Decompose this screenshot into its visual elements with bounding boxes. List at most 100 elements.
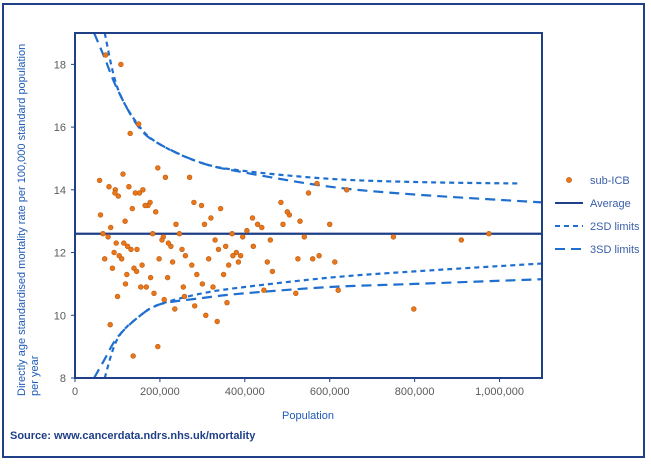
data-point bbox=[156, 256, 162, 262]
data-point bbox=[121, 240, 127, 246]
data-point bbox=[327, 221, 333, 228]
plot-border bbox=[74, 32, 543, 379]
data-point bbox=[229, 231, 235, 237]
data-point bbox=[332, 259, 338, 265]
data-point bbox=[114, 293, 121, 300]
data-point bbox=[147, 274, 154, 281]
data-point bbox=[254, 221, 261, 228]
data-point bbox=[295, 256, 301, 262]
data-point bbox=[97, 212, 104, 218]
y-tick-label: 10 bbox=[54, 310, 66, 322]
data-point bbox=[127, 130, 133, 137]
data-point bbox=[335, 287, 341, 293]
data-point bbox=[215, 246, 222, 253]
y-tick-label: 14 bbox=[54, 185, 66, 197]
data-point bbox=[293, 290, 299, 296]
legend-marker-point bbox=[566, 177, 572, 183]
data-point bbox=[172, 306, 178, 312]
data-point bbox=[233, 249, 240, 256]
data-point bbox=[486, 231, 492, 237]
data-point bbox=[189, 262, 195, 268]
data-point bbox=[458, 237, 464, 243]
data-point bbox=[134, 246, 140, 253]
data-point bbox=[230, 253, 236, 259]
data-point bbox=[139, 262, 145, 268]
data-point bbox=[111, 249, 117, 256]
data-point bbox=[314, 180, 320, 187]
legend-item: 3SD limits bbox=[555, 244, 640, 256]
data-point bbox=[206, 256, 212, 262]
data-point bbox=[244, 227, 250, 234]
x-tick-label: 800,000 bbox=[395, 386, 435, 398]
legend-label: 2SD limits bbox=[590, 221, 640, 233]
data-point bbox=[100, 231, 106, 237]
legend-item: 2SD limits bbox=[555, 221, 640, 233]
data-point bbox=[138, 284, 144, 290]
data-point bbox=[102, 52, 109, 58]
data-point bbox=[220, 271, 227, 278]
data-point bbox=[115, 193, 122, 199]
data-point bbox=[155, 343, 161, 350]
y-tick-label: 12 bbox=[54, 248, 66, 260]
data-point bbox=[159, 237, 165, 243]
data-point bbox=[124, 271, 130, 278]
data-point bbox=[173, 221, 179, 228]
data-point bbox=[240, 234, 246, 240]
data-point bbox=[176, 231, 183, 237]
data-point bbox=[249, 215, 256, 221]
data-point bbox=[182, 253, 189, 259]
data-point bbox=[180, 284, 187, 290]
data-point bbox=[124, 243, 131, 250]
x-tick-label: 1,000,000 bbox=[475, 386, 524, 398]
3sd-limit-upper-line bbox=[93, 33, 542, 204]
data-point bbox=[107, 224, 114, 231]
data-point bbox=[226, 262, 232, 268]
x-tick-label: 0 bbox=[72, 386, 78, 398]
data-point bbox=[280, 221, 286, 228]
data-point bbox=[113, 240, 119, 246]
data-point bbox=[122, 281, 129, 287]
data-point bbox=[198, 202, 205, 209]
data-point bbox=[129, 205, 136, 212]
data-point bbox=[118, 61, 124, 68]
data-point bbox=[107, 322, 113, 328]
data-point bbox=[153, 209, 159, 215]
legend-label: Average bbox=[590, 198, 631, 210]
data-point bbox=[411, 306, 417, 312]
x-tick-label: 200,000 bbox=[140, 386, 180, 398]
legend-item: sub-ICB bbox=[566, 175, 630, 187]
data-point bbox=[109, 265, 116, 271]
x-tick-label: 600,000 bbox=[310, 386, 350, 398]
data-point bbox=[165, 240, 172, 246]
data-point bbox=[390, 234, 397, 240]
data-point bbox=[136, 121, 142, 127]
data-point bbox=[142, 202, 148, 209]
y-axis-title: Directly age standardised mortality rate… bbox=[16, 41, 41, 396]
data-point bbox=[162, 174, 169, 181]
data-point bbox=[301, 234, 307, 240]
data-point bbox=[223, 243, 229, 250]
data-point bbox=[120, 171, 126, 177]
legend-item: Average bbox=[555, 198, 631, 210]
data-point bbox=[186, 174, 193, 181]
data-point bbox=[130, 353, 136, 359]
data-point bbox=[235, 259, 242, 265]
data-point bbox=[297, 218, 303, 224]
x-tick-label: 400,000 bbox=[225, 386, 265, 398]
data-point bbox=[164, 274, 171, 281]
data-point bbox=[310, 256, 316, 262]
data-point bbox=[284, 209, 290, 215]
data-point bbox=[224, 300, 230, 306]
data-point bbox=[140, 187, 146, 193]
x-axis-title: Population bbox=[282, 410, 334, 422]
data-point bbox=[112, 190, 118, 196]
3sd-limit-lower-line bbox=[93, 278, 542, 378]
data-point bbox=[169, 259, 176, 265]
data-point bbox=[191, 199, 197, 206]
source-note: Source: www.cancerdata.ndrs.nhs.uk/morta… bbox=[10, 430, 256, 442]
data-point bbox=[203, 312, 209, 318]
data-point bbox=[217, 205, 224, 212]
data-point bbox=[155, 165, 161, 171]
data-point bbox=[136, 190, 143, 196]
